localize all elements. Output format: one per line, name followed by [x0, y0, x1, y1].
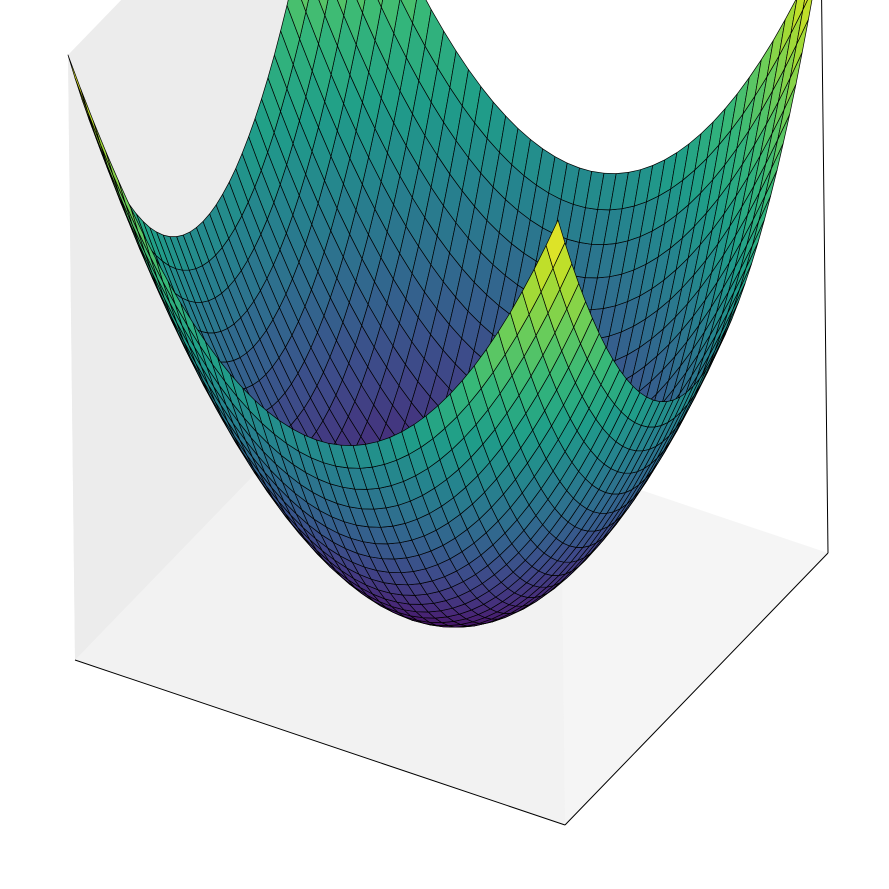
surface-patch [318, 0, 329, 16]
surface-patch [545, 219, 566, 269]
surface-patch [362, 0, 382, 41]
surface-patch [802, 0, 808, 11]
axes-box-edges [74, 0, 829, 826]
surface-patch [286, 0, 307, 40]
y-axis-line [74, 659, 566, 826]
surface-patch [790, 0, 805, 34]
z-axis-line [821, 0, 829, 554]
surface-patch [336, 0, 348, 16]
surface-mesh [67, 0, 813, 628]
x-axis-line [564, 552, 829, 826]
surface-patch [343, 0, 363, 45]
surface-patch [380, 0, 401, 34]
surface-patch [67, 54, 88, 112]
surface-patch [324, 0, 345, 47]
surface-patch [400, 0, 417, 24]
surface-patch [301, 0, 309, 13]
surface-patch [377, 0, 383, 8]
surface-patch [356, 0, 366, 14]
surface-patch [305, 0, 326, 45]
